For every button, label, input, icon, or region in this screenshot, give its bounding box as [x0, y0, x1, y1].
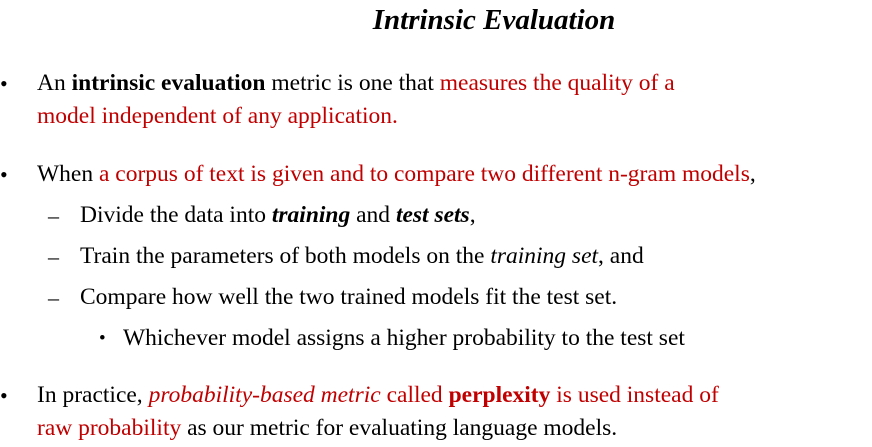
sub-sub-item-whichever: Whichever model assigns a higher probabi… [123, 322, 685, 355]
bullet-marker: • [0, 162, 8, 187]
dash-marker: – [48, 244, 59, 269]
bullet-1-line-1: An intrinsic evaluation metric is one th… [37, 67, 675, 100]
highlight-text: probability-based metric [148, 382, 381, 408]
highlight-text: is used instead of [550, 382, 719, 408]
text-span: When [37, 161, 99, 187]
text-span: , [749, 161, 756, 187]
text-span: Compare how well the two trained models … [80, 284, 618, 310]
bullet-3-line-2: raw probability as our metric for evalua… [37, 412, 617, 445]
text-span: An [37, 70, 72, 96]
text-span: Divide the data into [80, 202, 272, 228]
text-span: Whichever model assigns a higher probabi… [123, 325, 685, 351]
highlight-text: raw probability [37, 415, 182, 441]
text-span: , and [598, 243, 644, 269]
bullet-3-line-1: In practice, probability-based metric ca… [37, 379, 719, 412]
bullet-marker: • [99, 328, 106, 349]
bullet-1-line-2: model independent of any application. [37, 100, 398, 133]
term-training: training [271, 202, 351, 228]
bullet-marker: • [0, 383, 8, 408]
sub-item-train: Train the parameters of both models on t… [80, 240, 644, 273]
term-perplexity: perplexity [448, 382, 551, 408]
highlight-text: model independent of any application. [37, 103, 398, 129]
highlight-text: measures the quality of a [439, 70, 675, 96]
term-test-sets: test sets [395, 202, 470, 228]
bullet-marker: • [0, 71, 8, 96]
term-training-set: training set [490, 243, 599, 269]
text-span: Train the parameters of both models on t… [80, 243, 491, 269]
dash-marker: – [48, 203, 59, 228]
text-span: metric is one that [265, 70, 440, 96]
text-span: In practice, [37, 382, 149, 408]
highlight-text: a corpus of text is given and to compare… [99, 161, 750, 187]
sub-item-divide: Divide the data into training and test s… [80, 199, 476, 232]
bullet-2-line-1: When a corpus of text is given and to co… [37, 158, 756, 191]
sub-item-compare: Compare how well the two trained models … [80, 281, 617, 314]
slide-title: Intrinsic Evaluation [372, 4, 616, 36]
dash-marker: – [48, 285, 59, 310]
highlight-text: called [380, 382, 449, 408]
text-span: , [469, 202, 476, 228]
text-span: and [350, 202, 396, 228]
term-intrinsic-evaluation: intrinsic evaluation [71, 70, 266, 96]
text-span: as our metric for evaluating language mo… [181, 415, 618, 441]
